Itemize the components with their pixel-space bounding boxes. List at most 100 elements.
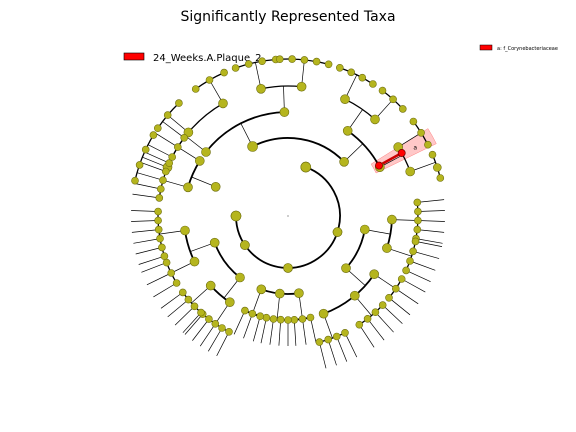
legend-small-label: a: f_Corynebacteriaceae xyxy=(497,46,558,52)
taxon-node xyxy=(284,316,292,324)
taxon-node xyxy=(315,338,324,346)
branch-line xyxy=(131,220,159,222)
taxon-node xyxy=(424,140,432,149)
branch-line xyxy=(199,323,216,347)
clade-arc xyxy=(184,230,196,262)
branch-line xyxy=(415,238,443,244)
taxon-node xyxy=(300,56,309,64)
branch-line xyxy=(336,336,348,362)
branch-line xyxy=(160,292,184,309)
branch-line xyxy=(138,255,165,265)
branch-line xyxy=(260,317,267,344)
taxon-node xyxy=(256,284,267,295)
taxon-node xyxy=(195,156,205,166)
taxon-node xyxy=(211,319,220,328)
root-point xyxy=(287,215,289,217)
taxon-node xyxy=(409,247,417,256)
taxon-node xyxy=(417,129,425,137)
branch-line xyxy=(144,151,170,164)
root-arc xyxy=(235,166,341,269)
branch-line xyxy=(327,339,337,366)
branch-line xyxy=(302,318,307,345)
taxon-node xyxy=(241,306,249,315)
branch-line xyxy=(344,332,358,358)
branch-line xyxy=(131,210,159,212)
taxon-node xyxy=(389,95,397,104)
taxon-node xyxy=(156,234,164,243)
taxon-node xyxy=(209,237,220,248)
figure-title: Significantly Represented Taxa xyxy=(180,9,395,25)
branch-line xyxy=(141,262,167,273)
branch-line xyxy=(417,199,445,203)
taxon-node xyxy=(149,131,158,139)
taxon-node xyxy=(240,240,250,250)
branch-line xyxy=(137,172,164,181)
branch-line xyxy=(417,220,445,222)
taxon-node xyxy=(189,256,200,267)
taxon-node xyxy=(335,64,344,72)
branch-line xyxy=(388,297,411,316)
taxon-node xyxy=(341,328,349,337)
taxon-node xyxy=(247,141,258,152)
highlighted-taxon-node xyxy=(375,161,383,170)
taxon-node xyxy=(355,320,364,329)
branch-line xyxy=(174,306,195,326)
branch-line xyxy=(182,312,202,333)
taxon-node xyxy=(180,225,190,236)
branch-line xyxy=(162,121,185,139)
taxon-node xyxy=(363,314,372,323)
taxon-node xyxy=(288,55,296,63)
taxon-node xyxy=(158,243,166,252)
taxon-node xyxy=(163,111,172,119)
taxon-node xyxy=(428,150,437,159)
taxon-node xyxy=(167,269,175,277)
taxon-node xyxy=(162,167,170,176)
taxon-node xyxy=(413,225,422,234)
taxon-node xyxy=(359,224,370,235)
taxon-node xyxy=(168,153,176,161)
taxon-node xyxy=(406,257,414,265)
clade-arc xyxy=(344,98,376,120)
branch-line xyxy=(367,318,385,341)
taxon-node xyxy=(190,302,199,311)
taxon-node xyxy=(369,269,380,280)
taxon-node xyxy=(283,263,293,273)
branch-line xyxy=(409,260,436,271)
branch-line xyxy=(417,229,445,233)
taxon-node xyxy=(197,308,205,317)
taxon-node xyxy=(154,124,162,132)
branch-line xyxy=(153,282,177,298)
branch-line xyxy=(184,313,203,335)
taxon-node xyxy=(205,315,213,323)
clade-arc xyxy=(260,85,302,90)
clade-arc xyxy=(252,137,345,163)
taxon-node xyxy=(294,288,304,299)
taxon-node xyxy=(141,145,150,154)
taxon-node xyxy=(290,315,299,324)
branch-line xyxy=(134,183,161,190)
branch-line xyxy=(310,317,317,343)
branch-line xyxy=(413,250,440,259)
branch-line xyxy=(132,193,160,199)
branch-line xyxy=(401,278,426,293)
taxon-node xyxy=(402,266,410,275)
taxon-node xyxy=(391,284,400,293)
legend-main-swatch xyxy=(123,52,145,61)
taxon-node xyxy=(341,263,351,274)
taxon-node xyxy=(306,313,315,322)
cladogram: a xyxy=(131,55,445,369)
taxon-node xyxy=(154,216,162,225)
taxon-node xyxy=(201,147,211,157)
branch-line xyxy=(243,313,253,339)
taxon-node xyxy=(398,105,407,113)
taxon-node xyxy=(432,163,442,172)
taxon-node xyxy=(436,174,445,182)
taxon-node xyxy=(256,312,265,321)
clade-arc xyxy=(213,242,241,279)
branch-line xyxy=(140,161,166,172)
branch-line xyxy=(375,311,394,333)
taxon-node xyxy=(414,216,422,225)
taxon-node xyxy=(184,295,193,304)
taxon-node xyxy=(191,85,200,93)
highlighted-taxon-node xyxy=(397,149,406,157)
